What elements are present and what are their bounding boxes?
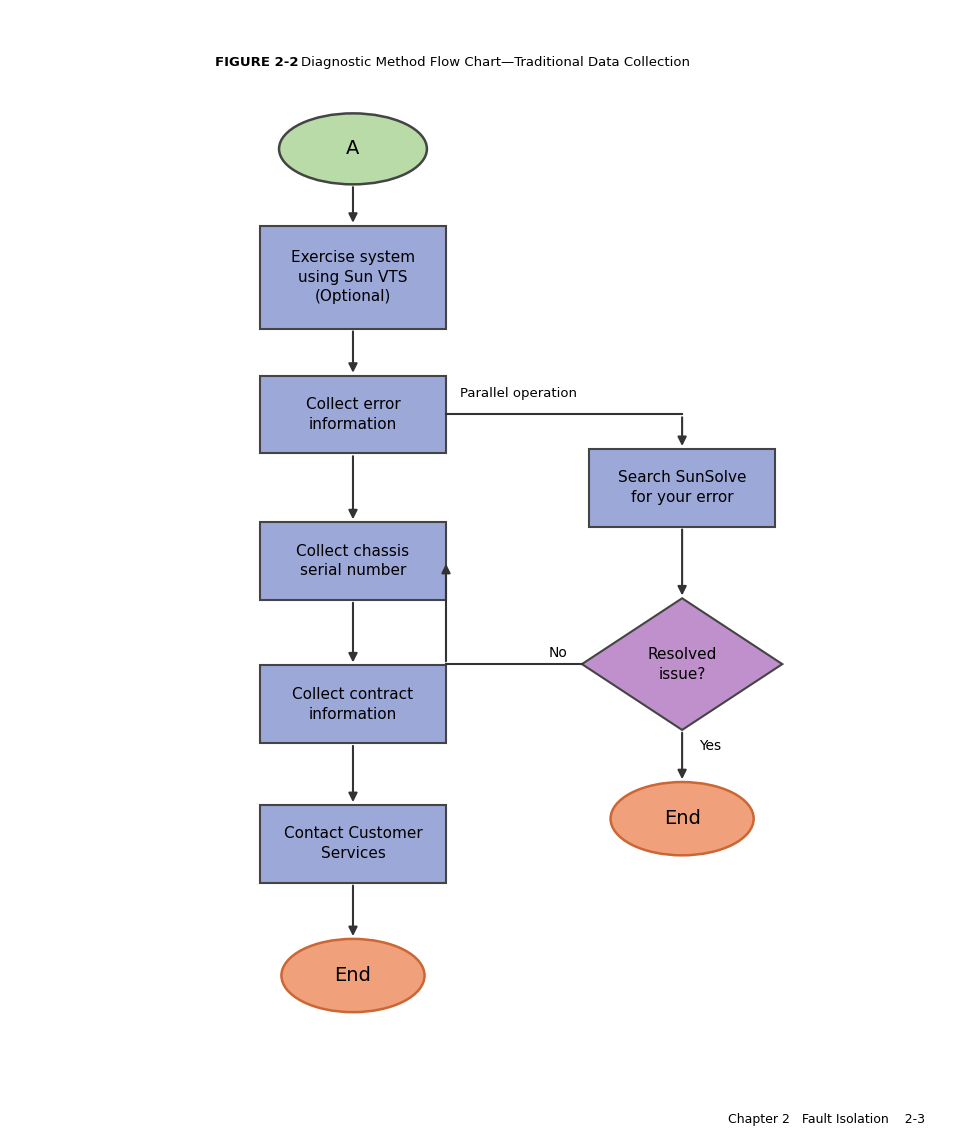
Text: Collect error
information: Collect error information [305,397,400,432]
Text: Search SunSolve
for your error: Search SunSolve for your error [618,471,745,505]
Text: End: End [335,966,371,985]
Ellipse shape [281,939,424,1012]
FancyBboxPatch shape [588,449,774,527]
Polygon shape [581,599,781,731]
Text: Collect contract
information: Collect contract information [293,687,413,721]
Text: Resolved
issue?: Resolved issue? [647,647,716,681]
Text: A: A [346,140,359,158]
Text: Collect chassis
serial number: Collect chassis serial number [296,544,409,578]
Text: FIGURE 2-2: FIGURE 2-2 [214,56,298,70]
Text: Diagnostic Method Flow Chart—Traditional Data Collection: Diagnostic Method Flow Chart—Traditional… [284,56,690,70]
Text: No: No [548,646,567,660]
Ellipse shape [278,113,427,184]
Ellipse shape [610,782,753,855]
Text: Chapter 2   Fault Isolation    2-3: Chapter 2 Fault Isolation 2-3 [728,1113,924,1127]
FancyBboxPatch shape [259,376,445,453]
Text: Parallel operation: Parallel operation [460,387,577,400]
Text: Yes: Yes [699,740,720,753]
FancyBboxPatch shape [259,522,445,600]
Text: Contact Customer
Services: Contact Customer Services [283,827,422,861]
FancyBboxPatch shape [259,226,445,329]
FancyBboxPatch shape [259,665,445,743]
Text: End: End [663,810,700,828]
FancyBboxPatch shape [259,805,445,883]
Text: Exercise system
using Sun VTS
(Optional): Exercise system using Sun VTS (Optional) [291,250,415,305]
